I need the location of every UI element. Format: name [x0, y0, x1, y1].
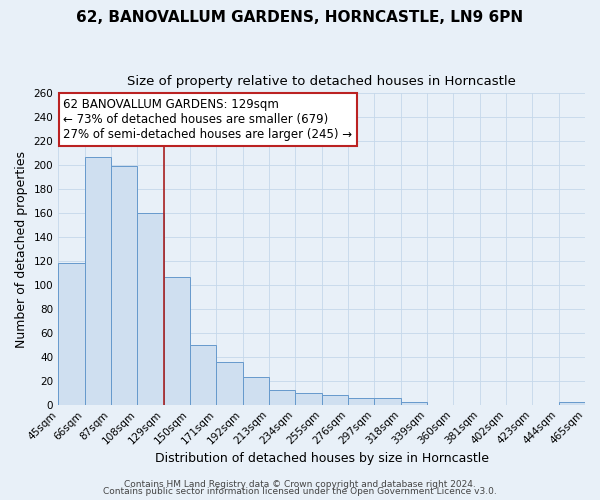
Y-axis label: Number of detached properties: Number of detached properties — [15, 150, 28, 348]
Text: Contains public sector information licensed under the Open Government Licence v3: Contains public sector information licen… — [103, 487, 497, 496]
Bar — [401, 402, 427, 404]
Bar — [269, 390, 295, 404]
Bar — [164, 276, 190, 404]
Text: Contains HM Land Registry data © Crown copyright and database right 2024.: Contains HM Land Registry data © Crown c… — [124, 480, 476, 489]
Bar — [85, 157, 111, 404]
Bar — [111, 166, 137, 404]
Bar — [58, 264, 85, 404]
Bar — [190, 345, 216, 405]
Bar — [137, 213, 164, 404]
Bar — [242, 377, 269, 404]
Text: 62 BANOVALLUM GARDENS: 129sqm
← 73% of detached houses are smaller (679)
27% of : 62 BANOVALLUM GARDENS: 129sqm ← 73% of d… — [64, 98, 353, 141]
Text: 62, BANOVALLUM GARDENS, HORNCASTLE, LN9 6PN: 62, BANOVALLUM GARDENS, HORNCASTLE, LN9 … — [76, 10, 524, 25]
Bar — [322, 395, 348, 404]
Bar — [216, 362, 242, 405]
Title: Size of property relative to detached houses in Horncastle: Size of property relative to detached ho… — [127, 75, 516, 88]
Bar — [559, 402, 585, 404]
Bar — [295, 392, 322, 404]
Bar — [348, 398, 374, 404]
X-axis label: Distribution of detached houses by size in Horncastle: Distribution of detached houses by size … — [155, 452, 488, 465]
Bar — [374, 398, 401, 404]
